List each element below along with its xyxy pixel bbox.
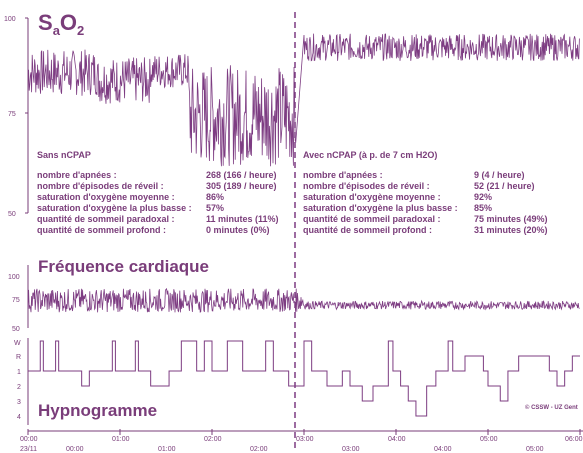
date-label: 23/11 [20,446,37,453]
time-minor-label-5: 05:00 [526,446,544,453]
left-heading: Sans nCPAP [37,150,91,160]
right-heading: Avec nCPAP (à p. de 7 cm H2O) [303,150,437,160]
time-label-5: 05:00 [480,436,498,443]
left-stats: Sans nCPAP nombre d'apnées : 268 (166 / … [37,150,279,235]
left-label-4: quantité de sommeil paradoxal : [37,214,175,224]
right-stats: Avec nCPAP (à p. de 7 cm H2O) nombre d'a… [303,150,548,235]
stage-r: R [16,354,21,361]
left-value-0: 268 (166 / heure) [206,170,277,180]
sao2-trace [27,33,580,167]
sao2-tick-50: 50 [8,211,16,218]
hr-tick-75: 75 [12,297,20,304]
right-value-3: 85% [474,203,492,213]
right-label-1: nombre d'épisodes de réveil : [303,181,430,191]
stage-1: 1 [17,369,21,376]
time-minor-label-0: 00:00 [66,446,84,453]
stage-w: W [14,340,21,347]
right-label-0: nombre d'apnées : [303,170,383,180]
right-label-3: saturation d'oxygène la plus basse : [303,203,458,213]
right-value-2: 92% [474,192,492,202]
time-label-0: 00:00 [20,436,38,443]
left-value-5: 0 minutes (0%) [206,225,270,235]
hr-tick-50: 50 [12,326,20,333]
left-value-4: 11 minutes (11%) [206,214,279,224]
hypno-title: Hypnogramme [38,401,157,420]
time-label-6: 06:00 [565,436,583,443]
right-value-1: 52 (21 / heure) [474,181,535,191]
right-label-5: quantité de sommeil profond : [303,225,432,235]
left-label-1: nombre d'épisodes de réveil : [37,181,164,191]
time-minor-label-4: 04:00 [434,446,452,453]
sao2-tick-100: 100 [4,16,16,23]
time-minor-label-2: 02:00 [250,446,268,453]
left-value-2: 86% [206,192,224,202]
hr-title: Fréquence cardiaque [38,257,209,276]
time-ticks: 00:00 01:00 02:00 03:00 04:00 05:00 06:00 00:00… [20,429,583,453]
left-label-5: quantité de sommeil profond : [37,225,166,235]
time-label-3: 03:00 [296,436,314,443]
left-value-1: 305 (189 / heure) [206,181,277,191]
time-label-2: 02:00 [204,436,222,443]
right-value-4: 75 minutes (49%) [474,214,548,224]
time-label-1: 01:00 [112,436,130,443]
left-label-0: nombre d'apnées : [37,170,117,180]
left-value-3: 57% [206,203,224,213]
time-minor-label-3: 03:00 [342,446,360,453]
stage-4: 4 [17,414,21,421]
hypnogram-trace [28,340,580,417]
stage-3: 3 [17,399,21,406]
hr-tick-100: 100 [8,274,20,281]
right-label-4: quantité de sommeil paradoxal : [303,214,441,224]
time-label-4: 04:00 [388,436,406,443]
sao2-title: SaO2 [38,10,84,38]
copyright: © CSSW - UZ Gent [525,404,578,411]
right-value-0: 9 (4 / heure) [474,170,525,180]
right-label-2: saturation d'oxygène moyenne : [303,192,441,202]
hr-trace [27,287,580,313]
left-label-3: saturation d'oxygène la plus basse : [37,203,192,213]
time-minor-label-1: 01:00 [158,446,176,453]
left-label-2: saturation d'oxygène moyenne : [37,192,175,202]
sao2-tick-75: 75 [8,111,16,118]
stage-2: 2 [17,384,21,391]
right-value-5: 31 minutes (20%) [474,225,548,235]
